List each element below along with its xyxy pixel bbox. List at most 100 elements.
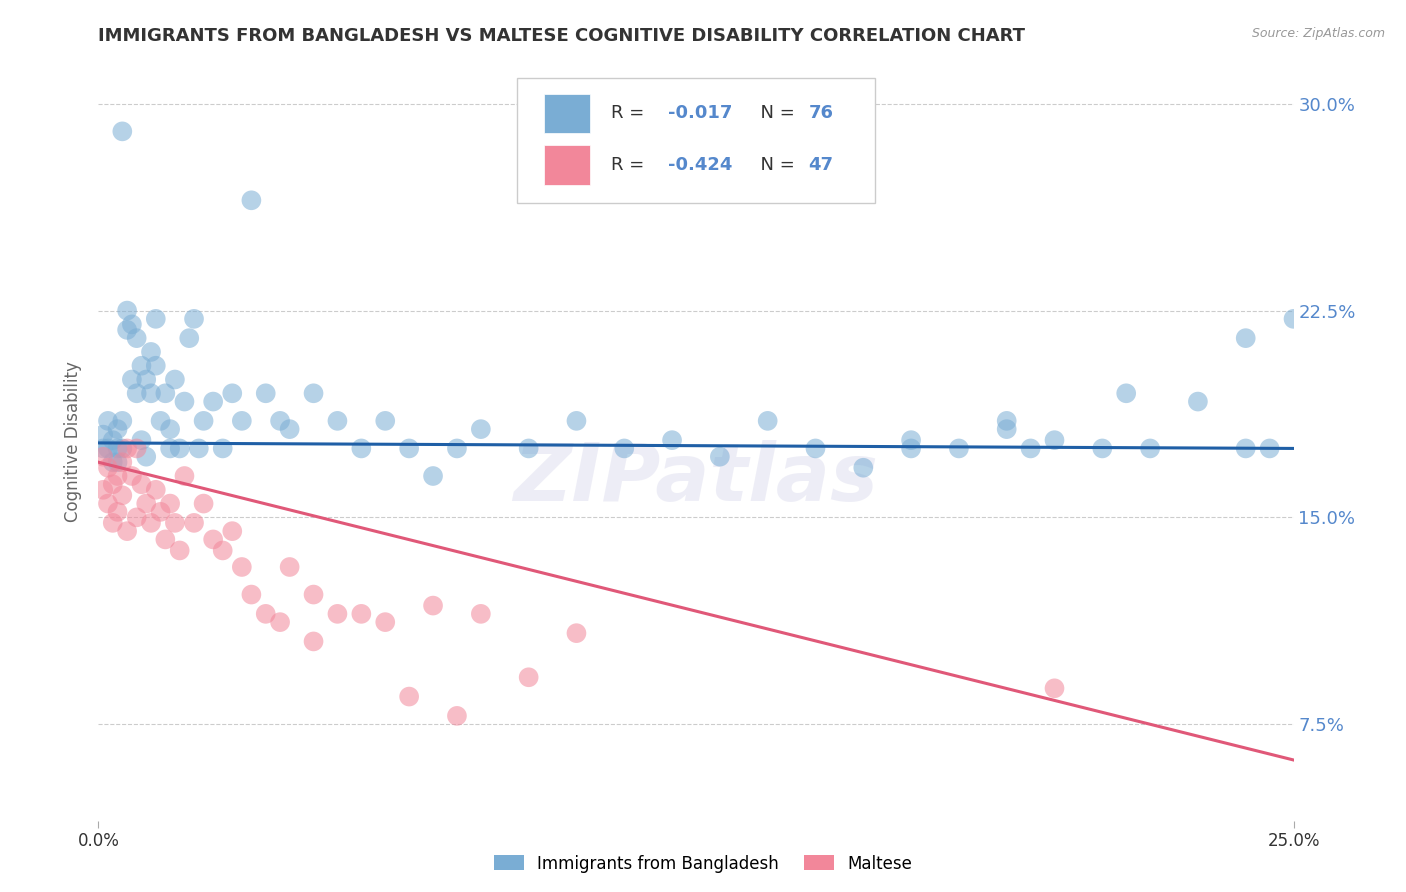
Point (135, 497, 157, 511)
Point (231, 414, 253, 428)
Point (107, 442, 129, 456)
Point (350, 607, 373, 621)
Point (163, 516, 186, 530)
Point (1019, 442, 1042, 456)
Point (398, 690, 420, 704)
Point (125, 442, 148, 456)
Point (139, 516, 162, 530)
Point (1043, 433, 1066, 447)
Point (183, 516, 205, 530)
Point (149, 505, 172, 519)
Point (1282, 311, 1305, 326)
Point (163, 372, 186, 386)
Point (111, 124, 134, 138)
Point (804, 442, 827, 456)
Point (91, 483, 114, 497)
Point (107, 422, 129, 436)
Point (135, 450, 157, 464)
Point (111, 488, 134, 502)
Text: 47: 47 (808, 156, 834, 174)
Point (446, 709, 468, 723)
Point (269, 615, 291, 629)
Point (159, 442, 181, 456)
Point (149, 414, 172, 428)
Text: -0.424: -0.424 (668, 156, 733, 174)
Point (139, 345, 162, 359)
Point (101, 433, 124, 447)
Point (155, 386, 177, 401)
Point (179, 331, 201, 345)
Point (350, 442, 373, 456)
Point (709, 450, 731, 464)
Point (145, 311, 167, 326)
Point (422, 469, 444, 483)
Point (169, 543, 191, 558)
Point (1258, 442, 1281, 456)
Point (446, 442, 468, 456)
Point (565, 414, 588, 428)
Bar (544, 94, 589, 133)
Point (1139, 442, 1161, 456)
Text: 76: 76 (808, 104, 834, 122)
Point (173, 469, 195, 483)
Point (121, 372, 143, 386)
Point (91, 427, 114, 442)
Point (517, 442, 540, 456)
Point (211, 543, 233, 558)
Point (173, 394, 195, 409)
Point (131, 477, 153, 491)
Text: IMMIGRANTS FROM BANGLADESH VS MALTESE COGNITIVE DISABILITY CORRELATION CHART: IMMIGRANTS FROM BANGLADESH VS MALTESE CO… (98, 27, 1025, 45)
Point (131, 359, 153, 373)
Point (97, 497, 120, 511)
Point (374, 615, 396, 629)
Point (326, 414, 349, 428)
Point (145, 359, 167, 373)
Point (125, 510, 148, 524)
Text: N =: N = (748, 156, 800, 174)
Point (111, 414, 134, 428)
Point (302, 588, 325, 602)
Point (125, 331, 148, 345)
Point (470, 422, 492, 436)
Point (470, 607, 492, 621)
Point (1234, 442, 1257, 456)
Point (159, 497, 181, 511)
Point (97, 442, 120, 456)
Point (111, 442, 134, 456)
Point (326, 607, 349, 621)
FancyBboxPatch shape (517, 78, 875, 202)
Point (193, 414, 215, 428)
Text: R =: R = (612, 104, 650, 122)
Point (101, 477, 124, 491)
Y-axis label: Cognitive Disability: Cognitive Disability (65, 361, 83, 522)
Point (221, 524, 243, 538)
Point (131, 433, 153, 447)
Point (111, 455, 134, 469)
Point (97, 414, 120, 428)
Point (97, 460, 120, 475)
Point (422, 599, 444, 613)
Point (302, 634, 325, 648)
Point (278, 422, 301, 436)
Point (101, 516, 124, 530)
Point (995, 414, 1018, 428)
Point (517, 670, 540, 684)
Point (852, 460, 875, 475)
Point (159, 422, 181, 436)
Point (193, 497, 215, 511)
Point (254, 386, 277, 401)
Point (278, 560, 301, 574)
Text: N =: N = (748, 104, 800, 122)
Point (240, 194, 263, 208)
Text: -0.017: -0.017 (668, 104, 733, 122)
Point (121, 469, 143, 483)
Point (139, 386, 162, 401)
Point (91, 442, 114, 456)
Point (613, 442, 636, 456)
Point (900, 442, 922, 456)
Point (1187, 394, 1209, 409)
Point (107, 455, 129, 469)
Point (231, 560, 253, 574)
Point (169, 442, 191, 456)
Point (948, 442, 970, 456)
